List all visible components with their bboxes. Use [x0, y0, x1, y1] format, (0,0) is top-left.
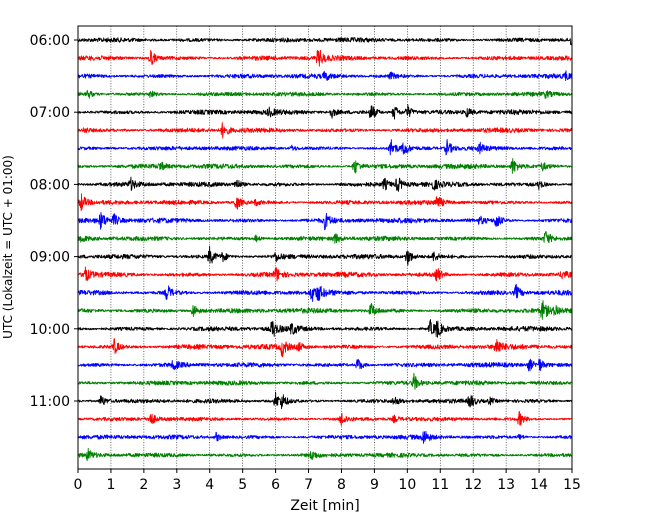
y-tick-label: 08:00 [30, 177, 70, 193]
y-tick-label: 09:00 [30, 250, 70, 266]
seismic-trace [77, 89, 573, 99]
x-axis-label: Zeit [min] [290, 498, 359, 514]
seismic-trace [77, 391, 573, 410]
seismic-trace [77, 193, 573, 212]
seismic-trace [77, 138, 573, 156]
seismic-trace [77, 300, 573, 320]
seismic-trace [77, 49, 573, 67]
y-tick-label: 10:00 [30, 322, 70, 338]
x-tick-label: 4 [205, 477, 214, 493]
x-tick-label: 5 [238, 477, 247, 493]
x-tick-label: 2 [139, 477, 148, 493]
seismic-trace [77, 35, 573, 46]
x-tick-label: 13 [497, 477, 515, 493]
x-tick-label: 12 [464, 477, 482, 493]
x-tick-label: 6 [271, 477, 280, 493]
x-tick-label: 8 [337, 477, 346, 493]
y-axis-ticks: 06:00 07:00 08:00 09:00 10:00 11:00 [30, 33, 78, 410]
seismic-trace [77, 104, 573, 120]
x-tick-label: 7 [304, 477, 313, 493]
plot-frame [77, 25, 573, 470]
seismic-trace [77, 70, 573, 82]
seismic-trace [77, 176, 573, 192]
seismic-trace [77, 158, 573, 174]
x-tick-label: 10 [398, 477, 416, 493]
seismic-trace [77, 448, 573, 462]
x-tick-label: 15 [563, 477, 581, 493]
x-axis-ticks: 0 1 2 3 4 5 6 7 8 9 10 11 12 13 14 15 [74, 469, 581, 493]
seismic-trace [77, 230, 573, 244]
x-tick-label: 1 [106, 477, 115, 493]
seismic-traces [77, 35, 573, 462]
y-tick-label: 11:00 [30, 394, 70, 410]
x-tick-label: 9 [370, 477, 379, 493]
seismic-trace [77, 211, 573, 231]
x-tick-label: 3 [172, 477, 181, 493]
x-tick-label: 0 [74, 477, 83, 493]
y-tick-label: 06:00 [30, 33, 70, 49]
seismic-trace [77, 245, 573, 266]
y-tick-label: 07:00 [30, 105, 70, 121]
y-axis-label: UTC (Lokalzeit = UTC + 01:00) [1, 155, 15, 339]
seismic-trace [77, 411, 573, 427]
x-tick-label: 14 [530, 477, 548, 493]
seismic-trace [77, 266, 573, 282]
seismic-trace [77, 283, 573, 302]
seismic-trace [77, 338, 573, 358]
seismic-trace [77, 122, 573, 139]
x-tick-label: 11 [431, 477, 449, 493]
seismic-trace [77, 319, 573, 338]
seismic-trace [77, 372, 573, 390]
vertical-grid [110, 26, 540, 469]
seismic-trace [77, 430, 573, 444]
seismic-trace [77, 358, 573, 372]
